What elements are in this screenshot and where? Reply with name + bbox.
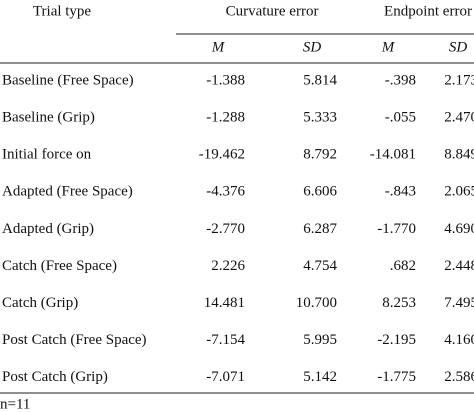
cell: -.055 <box>385 110 416 126</box>
cell: 6.606 <box>303 184 337 200</box>
cell: 4.690 <box>444 221 474 237</box>
cell: 2.448 <box>444 258 474 274</box>
cell: -1.288 <box>206 110 245 126</box>
cell: 2.470 <box>444 110 474 126</box>
cell: -.398 <box>385 72 416 88</box>
cell: 4.754 <box>303 258 337 274</box>
cell: 5.142 <box>303 369 337 385</box>
cell: -7.071 <box>206 369 245 385</box>
cell: 10.700 <box>296 295 337 311</box>
cell: 8.253 <box>382 295 416 311</box>
cell: 8.792 <box>303 147 337 163</box>
cell: 5.333 <box>303 110 337 126</box>
cell: -19.462 <box>199 147 245 163</box>
cell: 2.173 <box>444 72 474 88</box>
row-label: Adapted (Free Space) <box>2 184 133 200</box>
cell: -.843 <box>385 184 416 200</box>
cell: 5.995 <box>303 332 337 348</box>
cell: 6.287 <box>303 221 337 237</box>
header-cell: Trial type <box>33 3 92 19</box>
cell: -7.154 <box>206 332 245 348</box>
row-label: Baseline (Grip) <box>2 110 95 126</box>
row-label: Post Catch (Grip) <box>2 369 108 385</box>
cell: 5.814 <box>303 72 337 88</box>
subheader: M <box>381 39 396 55</box>
cell: 8.849 <box>444 147 474 163</box>
subheader: SD <box>303 39 322 55</box>
cell: 2.065 <box>444 184 474 200</box>
cell: -1.775 <box>377 369 416 385</box>
group-header: Endpoint error <box>384 3 472 19</box>
cell: -14.081 <box>370 147 416 163</box>
row-label: Catch (Free Space) <box>2 258 117 274</box>
cell: .682 <box>390 258 416 274</box>
subheader: M <box>211 39 226 55</box>
subheader: SD <box>449 39 468 55</box>
note: n=11 <box>0 396 30 412</box>
cell: 7.495 <box>444 295 474 311</box>
row-label: Catch (Grip) <box>2 295 78 311</box>
cell: -4.376 <box>206 184 245 200</box>
row-label: Initial force on <box>2 147 92 163</box>
row-label: Post Catch (Free Space) <box>2 332 147 348</box>
cell: -2.195 <box>377 332 416 348</box>
cell: 14.481 <box>204 295 245 311</box>
row-label: Baseline (Free Space) <box>2 72 134 88</box>
cell: -1.388 <box>206 72 245 88</box>
group-header: Curvature error <box>226 3 319 19</box>
cell: -2.770 <box>206 221 245 237</box>
row-label: Adapted (Grip) <box>2 221 94 237</box>
cell: 2.586 <box>444 369 474 385</box>
cell: 2.226 <box>211 258 245 274</box>
cell: 4.160 <box>444 332 474 348</box>
cell: -1.770 <box>377 221 416 237</box>
